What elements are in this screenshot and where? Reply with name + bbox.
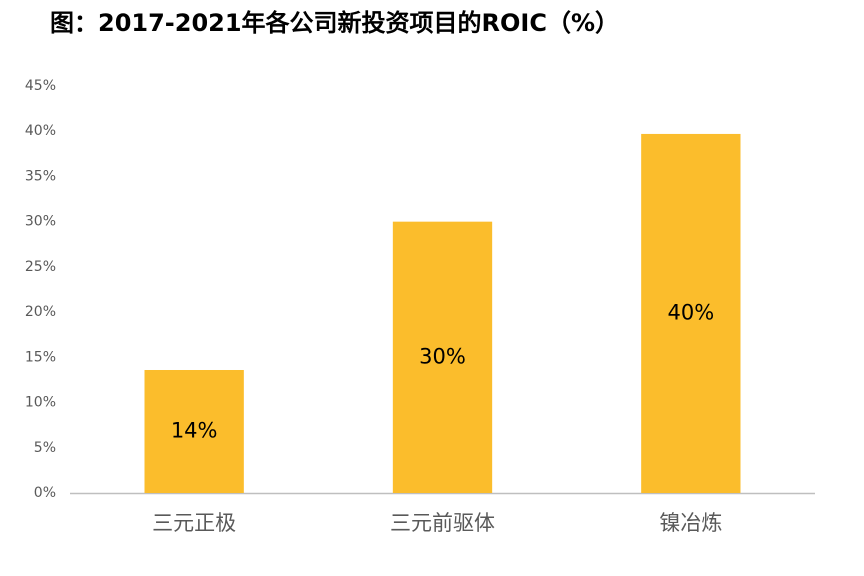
bar	[144, 369, 244, 493]
x-tick-label: 镍冶炼	[659, 511, 722, 535]
value-label: 14%	[171, 418, 218, 442]
y-tick-label: 0%	[34, 485, 56, 501]
y-tick-label: 35%	[25, 168, 56, 184]
bar	[641, 133, 741, 494]
y-tick-label: 45%	[25, 78, 56, 94]
x-tick-label: 三元前驱体	[390, 511, 495, 535]
y-tick-label: 25%	[25, 259, 56, 275]
y-tick-label: 20%	[25, 304, 56, 320]
value-label: 30%	[419, 344, 466, 368]
y-tick-label: 5%	[34, 440, 56, 456]
y-tick-label: 15%	[25, 349, 56, 365]
y-tick-label: 10%	[25, 395, 56, 411]
value-label: 40%	[667, 300, 714, 324]
x-tick-label: 三元正极	[152, 511, 236, 535]
y-tick-label: 40%	[25, 123, 56, 139]
y-tick-label: 30%	[25, 214, 56, 230]
bar	[392, 221, 493, 493]
chart-title: 图：2017-2021年各公司新投资项目的ROIC（%）	[50, 9, 619, 37]
